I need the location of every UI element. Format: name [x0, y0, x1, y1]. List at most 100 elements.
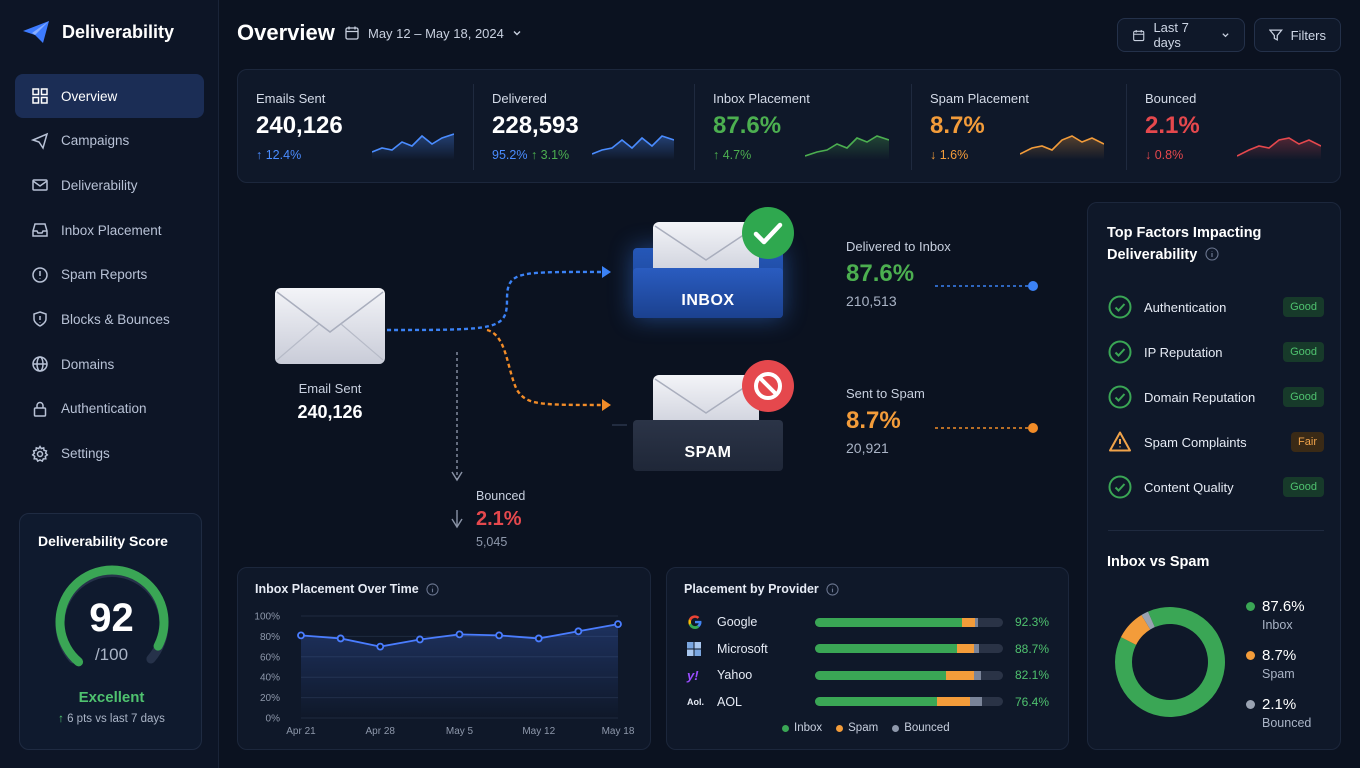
- data-point[interactable]: [376, 642, 385, 651]
- kpi-sub-value: 95.2%: [492, 148, 528, 162]
- filters-button[interactable]: Filters: [1254, 18, 1341, 52]
- sidebar-item-overview[interactable]: Overview: [15, 74, 204, 118]
- kpi-change: ↑ 12.4%: [256, 148, 302, 162]
- bar-spam: [956, 644, 975, 653]
- period-label: Last 7 days: [1153, 20, 1189, 50]
- inbox-placement-chart-card: Inbox Placement Over Time 100% 80% 60% 40% 2…: [237, 567, 651, 750]
- bar-spam: [937, 697, 971, 706]
- donut-slice-inbox: [1115, 607, 1225, 717]
- kpi-value: 87.6%: [713, 112, 782, 139]
- kpi-value: 228,593: [492, 112, 579, 139]
- provider-title: Placement by Provider: [684, 582, 819, 596]
- sparkline: [1020, 135, 1104, 160]
- chevron-down-icon: [513, 31, 521, 36]
- check-circle-icon: [742, 207, 794, 259]
- provider-pct: 76.4%: [1015, 694, 1050, 709]
- status-badge: Good: [1283, 297, 1324, 317]
- factor-label: IP Reputation: [1144, 344, 1223, 360]
- provider-row[interactable]: Google 92.3%: [687, 612, 1049, 632]
- factors-panel: Top Factors Impacting Deliverability Aut…: [1087, 202, 1341, 750]
- data-point[interactable]: [534, 634, 543, 643]
- sidebar-item-blocks-bounces[interactable]: Blocks & Bounces: [15, 297, 204, 341]
- factor-row[interactable]: IP Reputation Good: [1108, 337, 1324, 367]
- sidebar-item-campaigns[interactable]: Campaigns: [15, 119, 204, 163]
- spam-box: SPAM: [633, 420, 783, 471]
- provider-legend: Inbox Spam Bounced: [782, 722, 950, 734]
- warning-icon: [1109, 431, 1131, 452]
- score-change: ↑ 6 pts vs last 7 days: [20, 713, 203, 725]
- email-sent-label: Email Sent: [298, 381, 362, 396]
- data-point[interactable]: [455, 630, 464, 639]
- x-tick-label: May 18: [602, 726, 635, 737]
- data-point[interactable]: [415, 635, 424, 644]
- factor-row[interactable]: Content Quality Good: [1108, 472, 1324, 502]
- date-range-text: May 12 – May 18, 2024: [368, 25, 504, 41]
- data-point[interactable]: [614, 620, 622, 629]
- kpi-bounced: Bounced 2.1% ↓ 0.8%: [1127, 70, 1342, 184]
- divider: [473, 84, 474, 170]
- kpi-delivered: Delivered 228,593 95.2% ↑ 3.1%: [474, 70, 694, 184]
- info-icon[interactable]: [1205, 247, 1219, 261]
- y-tick-label: 80%: [260, 632, 280, 643]
- factors-title-text: Top Factors Impacting Deliverability: [1107, 225, 1262, 263]
- kpi-spam-placement: Spam Placement 8.7% ↓ 1.6%: [912, 70, 1126, 184]
- data-point[interactable]: [574, 627, 583, 636]
- factor-row[interactable]: Spam Complaints Fair: [1108, 427, 1324, 457]
- kpi-change: ↓ 0.8%: [1145, 148, 1184, 162]
- provider-row[interactable]: Aol. AOL 76.4%: [687, 692, 1049, 712]
- kpi-emails-sent: Emails Sent 240,126 ↑ 12.4%: [238, 70, 473, 184]
- provider-row[interactable]: Microsoft 88.7%: [687, 639, 1049, 659]
- block-icon: [742, 360, 794, 412]
- data-point[interactable]: [495, 631, 504, 640]
- provider-pct: 92.3%: [1015, 615, 1050, 629]
- sidebar-item-domains[interactable]: Domains: [15, 342, 204, 386]
- grid-icon: [32, 88, 48, 104]
- legend-label: Bounced: [1262, 716, 1312, 730]
- bounce-flow-count: 5,045: [476, 535, 508, 549]
- factor-row[interactable]: Domain Reputation Good: [1108, 382, 1324, 412]
- sidebar-item-label: Domains: [61, 356, 115, 372]
- inbox-flow-count: 210,513: [846, 293, 897, 309]
- kpi-label: Delivered: [492, 91, 547, 106]
- kpi-label: Spam Placement: [930, 91, 1029, 106]
- score-title: Deliverability Score: [38, 533, 168, 549]
- data-point[interactable]: [297, 631, 305, 640]
- provider-row[interactable]: y! Yahoo 82.1%: [687, 665, 1049, 685]
- provider-pct: 82.1%: [1015, 668, 1050, 682]
- info-icon[interactable]: [826, 582, 839, 596]
- kpi-value: 240,126: [256, 112, 343, 139]
- provider-name: AOL: [717, 694, 743, 709]
- x-tick-label: May 12: [522, 726, 555, 737]
- sidebar-item-inbox-placement[interactable]: Inbox Placement: [15, 208, 204, 252]
- inbox-vs-spam-donut: [1115, 607, 1225, 717]
- line-chart: 100% 80% 60% 40% 20% 0% Apr 21 Apr 28 May 5 May 1…: [254, 612, 635, 738]
- period-select[interactable]: Last 7 days: [1117, 18, 1245, 52]
- gear-icon: [31, 444, 49, 462]
- sidebar-item-settings[interactable]: Settings: [15, 432, 204, 476]
- legend-pct: 87.6%: [1262, 598, 1305, 615]
- y-tick-label: 0%: [266, 714, 281, 725]
- factor-row[interactable]: Authentication Good: [1108, 292, 1324, 322]
- sidebar-item-label: Spam Reports: [61, 267, 148, 283]
- arrow-up-icon: ↑: [58, 713, 64, 725]
- lock-icon: [33, 401, 47, 417]
- envelope-icon: [276, 291, 384, 361]
- sidebar: Deliverability Overview Campaigns Delive…: [0, 0, 219, 768]
- kpi-change-value: 12.4%: [265, 148, 302, 162]
- placement-bar: [815, 697, 1003, 706]
- brand[interactable]: Deliverability: [22, 20, 174, 44]
- provider-header: Placement by Provider: [684, 582, 839, 596]
- bar-spam: [962, 617, 975, 627]
- data-point[interactable]: [336, 634, 345, 643]
- sidebar-item-deliverability[interactable]: Deliverability: [15, 163, 204, 207]
- info-icon[interactable]: [426, 582, 439, 596]
- placement-bar: [815, 644, 1003, 653]
- divider: [1126, 84, 1127, 170]
- date-range-picker[interactable]: May 12 – May 18, 2024: [344, 25, 522, 41]
- kpi-change-value: 0.8%: [1154, 148, 1184, 162]
- send-icon: [31, 132, 49, 150]
- sidebar-item-spam-reports[interactable]: Spam Reports: [15, 253, 204, 297]
- aol-icon: Aol.: [687, 696, 704, 707]
- sidebar-item-authentication[interactable]: Authentication: [15, 387, 204, 431]
- factor-label: Authentication: [1144, 299, 1227, 315]
